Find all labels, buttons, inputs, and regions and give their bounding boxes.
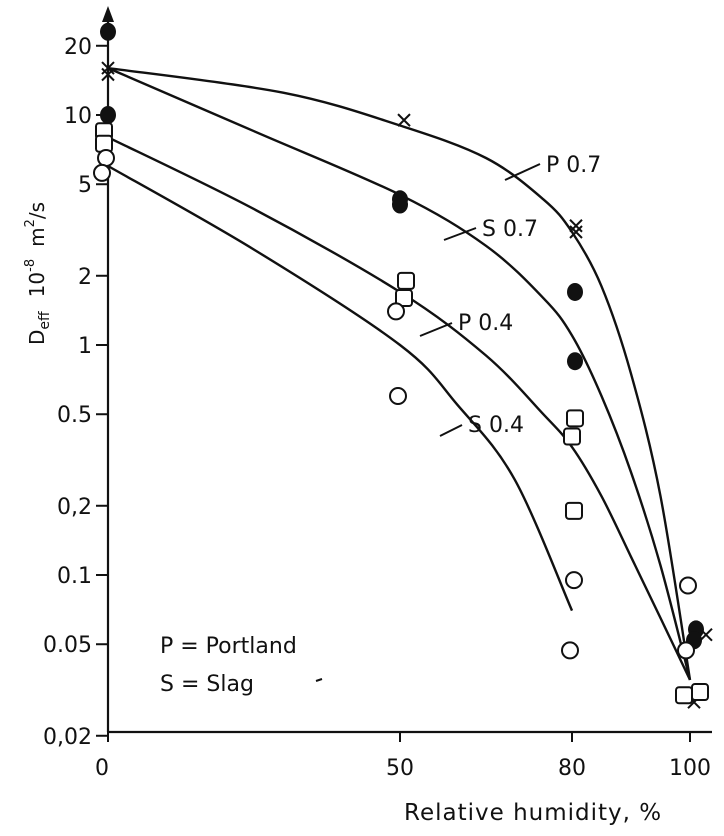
data-point-open-circle bbox=[389, 387, 407, 406]
data-point-open-square bbox=[566, 409, 584, 428]
ylabel-unit: m bbox=[25, 227, 49, 246]
curve-label-leader bbox=[443, 227, 477, 241]
data-point-open-square bbox=[691, 682, 709, 701]
y-tick-label: 5 bbox=[78, 173, 92, 198]
x-tick-label: 0 bbox=[95, 756, 109, 781]
legend: P = Portland S = Slag bbox=[160, 634, 323, 697]
legend-line-slag: S = Slag bbox=[160, 672, 254, 697]
data-point-open-circle bbox=[97, 149, 115, 168]
curve-p-0-7 bbox=[107, 66, 692, 681]
curve-label: S 0.4 bbox=[468, 413, 524, 438]
data-point-filled-circle bbox=[567, 352, 583, 371]
data-point-open-circle bbox=[679, 576, 697, 595]
data-point-cross bbox=[569, 219, 583, 233]
ylabel-factor: 10 bbox=[25, 272, 49, 297]
data-point-open-square bbox=[675, 686, 693, 705]
curve-s-0-7 bbox=[107, 66, 692, 681]
curve-p-0-4 bbox=[107, 136, 692, 681]
data-point-open-square bbox=[565, 501, 583, 520]
y-tick-label: 0.05 bbox=[43, 633, 92, 658]
data-point-cross bbox=[101, 67, 115, 82]
ylabel-sub: eff bbox=[37, 311, 53, 330]
data-point-cross bbox=[101, 61, 115, 75]
data-point-open-circle bbox=[93, 163, 111, 182]
data-point-open-circle bbox=[565, 571, 583, 590]
data-point-filled-circle bbox=[567, 282, 583, 301]
data-point-open-circle bbox=[677, 641, 695, 660]
y-axis-arrow bbox=[102, 6, 114, 22]
y-tick-label: 0.1 bbox=[57, 564, 92, 589]
x-tick-label: 80 bbox=[558, 756, 586, 781]
legend-line-portland: P = Portland bbox=[160, 634, 297, 659]
curve-label-leader bbox=[504, 163, 541, 181]
curve-label-leader bbox=[439, 424, 463, 437]
curve-label: S 0.7 bbox=[482, 217, 538, 242]
x-tick-label: 50 bbox=[386, 756, 414, 781]
data-point-open-square bbox=[397, 271, 415, 290]
legend-dash bbox=[315, 678, 323, 682]
y-tick-label: 2 bbox=[78, 265, 92, 290]
data-point-open-square bbox=[563, 427, 581, 446]
curve-label-leader bbox=[419, 322, 453, 337]
y-axis-title: Deff 10-8 m2/s bbox=[23, 202, 53, 345]
data-point-open-circle bbox=[561, 641, 579, 660]
y-tick-label: 20 bbox=[64, 35, 92, 60]
y-tick-label: 0.5 bbox=[57, 403, 92, 428]
data-point-cross bbox=[569, 225, 583, 239]
data-point-filled-circle bbox=[100, 106, 116, 124]
ylabel-main: D bbox=[25, 330, 49, 345]
y-tick-label: 0,02 bbox=[43, 725, 92, 750]
x-axis-title: Relative humidity, % bbox=[404, 800, 662, 826]
y-tick-label: 1 bbox=[78, 334, 92, 359]
svg-text:Deff10-8m2/s: Deff 10-8 m2/s bbox=[23, 202, 53, 345]
data-point-filled-circle bbox=[392, 195, 408, 214]
curve-label: P 0.4 bbox=[458, 311, 513, 336]
data-point-open-square bbox=[395, 289, 413, 308]
curve-s-0-4 bbox=[107, 164, 574, 612]
x-tick-label: 100 bbox=[669, 756, 711, 781]
y-tick-label: 10 bbox=[64, 104, 92, 129]
curve-label: P 0.7 bbox=[546, 153, 601, 178]
data-point-open-circle bbox=[387, 302, 405, 321]
y-tick-label: 0,2 bbox=[57, 495, 92, 520]
ylabel-exp: -8 bbox=[23, 259, 38, 272]
ylabel-unit-tail: /s bbox=[25, 202, 49, 219]
data-point-filled-circle bbox=[100, 22, 116, 41]
ylabel-unit-exp: 2 bbox=[23, 219, 38, 227]
data-point-cross bbox=[397, 113, 411, 127]
